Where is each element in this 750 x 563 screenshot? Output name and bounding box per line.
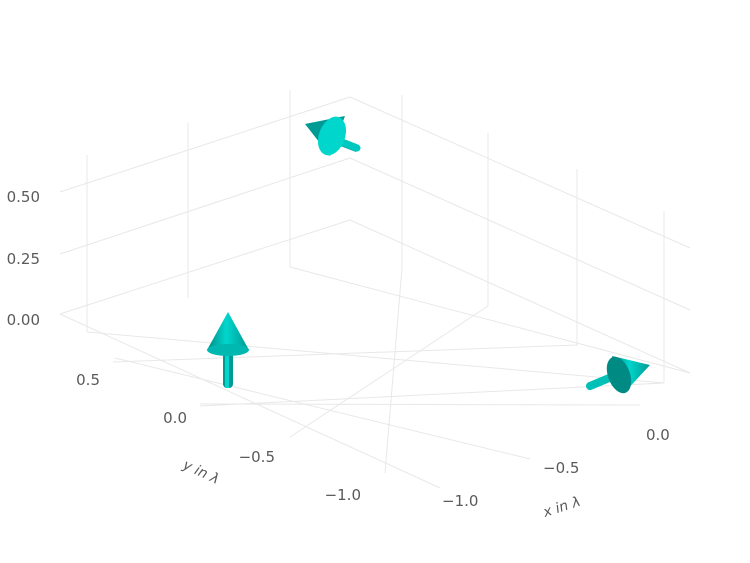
arrow-back (305, 116, 361, 156)
arrows-layer (207, 116, 650, 394)
arrow-up (207, 312, 249, 388)
z-tick-label: 0.00 (7, 311, 40, 329)
x-tick-label: −1.0 (442, 492, 478, 510)
y-axis-ticks: 0.5 0.0 −0.5 −1.0 (76, 371, 361, 504)
z-tick-label: 0.25 (7, 250, 40, 268)
z-axis-ticks: 0.50 0.25 0.00 (7, 188, 40, 329)
grid-lines (59, 90, 691, 489)
x-axis-ticks: −1.0 −0.5 0.0 (442, 426, 670, 510)
x-tick-label: −0.5 (543, 459, 579, 477)
y-tick-label: −1.0 (325, 486, 361, 504)
arrow-right (586, 356, 650, 394)
y-tick-label: 0.5 (76, 371, 100, 389)
x-axis-title: x in λ (540, 494, 582, 521)
x-tick-label: 0.0 (646, 426, 670, 444)
z-tick-label: 0.50 (7, 188, 40, 206)
y-tick-label: 0.0 (163, 409, 187, 427)
y-axis-title: y in λ (179, 457, 221, 488)
y-tick-label: −0.5 (239, 448, 275, 466)
